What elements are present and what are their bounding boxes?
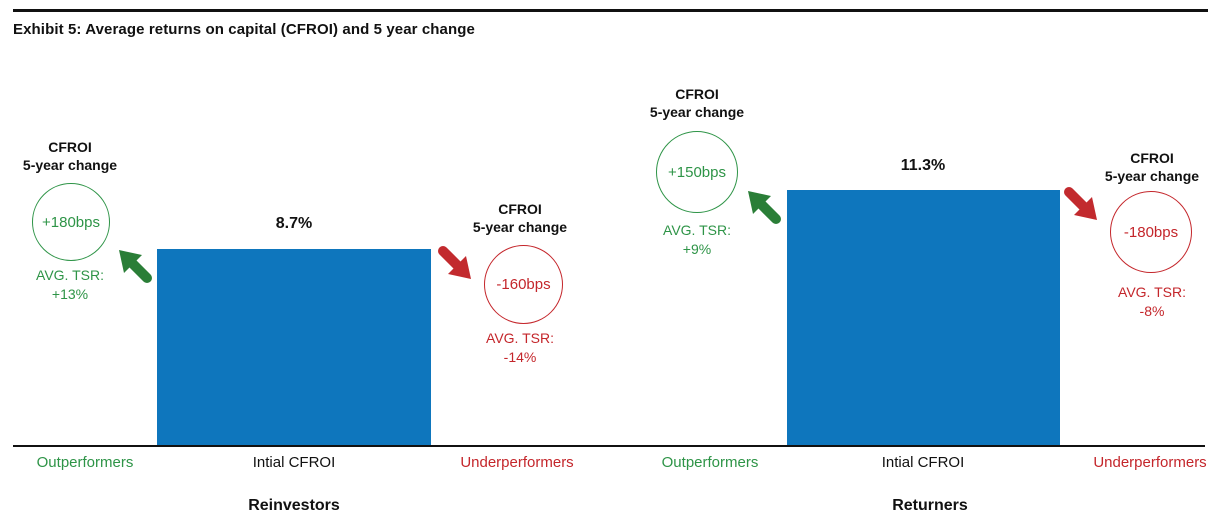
bar-value-label: 11.3% <box>900 157 946 174</box>
category-initial-cfroi: Intial CFROI <box>881 454 965 471</box>
cfroi-change-value: -160bps <box>496 276 551 293</box>
top-rule <box>13 9 1208 12</box>
category-outperformers: Outperformers <box>36 454 134 471</box>
cfroi-heading-line2: 5-year change <box>1104 168 1200 184</box>
up-left-arrow-icon <box>748 191 781 224</box>
cfroi-heading-line2: 5-year change <box>22 157 118 173</box>
bar-value-label: 8.7% <box>275 215 313 232</box>
avg-tsr-label: AVG. TSR: <box>1118 284 1186 300</box>
category-outperformers: Outperformers <box>661 454 759 471</box>
category-initial-cfroi: Intial CFROI <box>252 454 336 471</box>
down-right-arrow-icon <box>1064 187 1097 220</box>
down-right-arrow-icon <box>438 246 471 279</box>
avg-tsr-block: AVG. TSR: +9% <box>632 221 762 259</box>
avg-tsr-block: AVG. TSR: -8% <box>1087 283 1217 321</box>
outperformer-annotation-heading: CFROI 5-year change <box>5 138 135 174</box>
cfroi-bar <box>787 190 1060 446</box>
cfroi-heading-line1: CFROI <box>675 86 719 102</box>
avg-tsr-block: AVG. TSR: -14% <box>455 329 585 367</box>
avg-tsr-value: +13% <box>51 286 89 302</box>
cfroi-heading-line2: 5-year change <box>472 219 568 235</box>
underperformer-annotation-heading: CFROI 5-year change <box>455 200 585 236</box>
avg-tsr-label: AVG. TSR: <box>486 330 554 346</box>
cfroi-change-circle: -160bps <box>484 245 563 324</box>
cfroi-bar <box>157 249 431 446</box>
avg-tsr-value: -8% <box>1139 303 1165 319</box>
avg-tsr-label: AVG. TSR: <box>36 267 104 283</box>
avg-tsr-label: AVG. TSR: <box>663 222 731 238</box>
category-underperformers: Underperformers <box>1093 454 1207 471</box>
avg-tsr-value: +9% <box>682 241 712 257</box>
cfroi-heading-line1: CFROI <box>48 139 92 155</box>
cfroi-change-circle: +150bps <box>656 131 738 213</box>
underperformer-annotation-heading: CFROI 5-year change <box>1087 149 1217 185</box>
cfroi-change-circle: -180bps <box>1110 191 1192 273</box>
cfroi-heading-line1: CFROI <box>1130 150 1174 166</box>
cfroi-change-value: -180bps <box>1123 223 1179 241</box>
cfroi-heading-line2: 5-year change <box>649 104 745 120</box>
exhibit-title: Exhibit 5: Average returns on capital (C… <box>13 21 475 38</box>
up-left-arrow-icon <box>119 250 152 283</box>
cfroi-heading-line1: CFROI <box>498 201 542 217</box>
cfroi-change-value: +180bps <box>42 213 100 231</box>
avg-tsr-value: -14% <box>503 349 537 365</box>
avg-tsr-block: AVG. TSR: +13% <box>5 266 135 304</box>
group-label-returners: Returners <box>892 497 968 514</box>
outperformer-annotation-heading: CFROI 5-year change <box>632 85 762 121</box>
group-label-reinvestors: Reinvestors <box>248 497 340 514</box>
cfroi-change-value: +150bps <box>668 163 726 181</box>
category-underperformers: Underperformers <box>460 454 574 471</box>
x-axis-line <box>13 445 1205 447</box>
cfroi-change-circle: +180bps <box>32 183 110 261</box>
